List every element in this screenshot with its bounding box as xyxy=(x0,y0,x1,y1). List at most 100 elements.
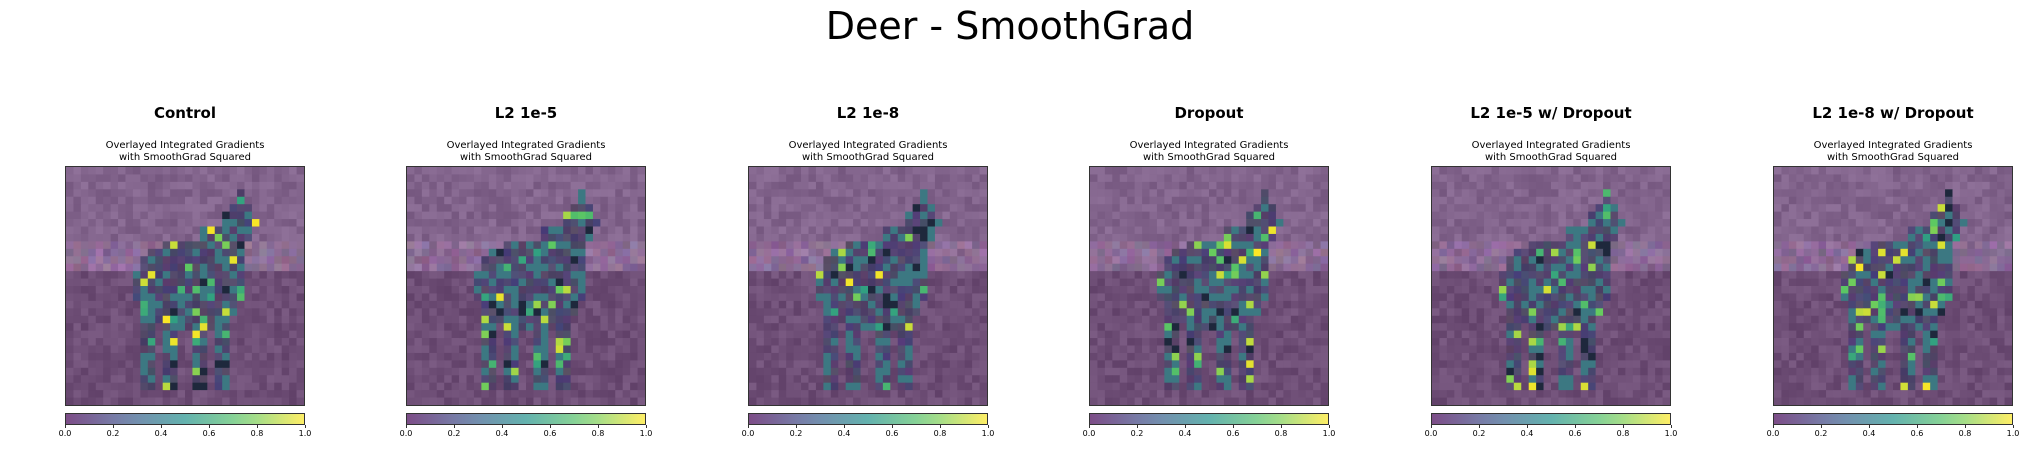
heatmap-cell xyxy=(540,352,549,361)
heatmap-cell xyxy=(73,367,82,376)
heatmap-cell xyxy=(185,189,193,198)
heatmap-cell xyxy=(1640,189,1649,198)
heatmap-cell xyxy=(140,367,149,376)
heatmap-cell xyxy=(570,196,579,205)
heatmap-cell xyxy=(949,300,958,309)
heatmap-cell xyxy=(615,233,624,242)
heatmap-cell xyxy=(749,390,757,398)
heatmap-cell xyxy=(140,189,149,198)
heatmap-cell xyxy=(823,226,832,235)
heatmap-cell xyxy=(1194,308,1202,317)
heatmap-cell xyxy=(155,241,164,250)
heatmap-cell xyxy=(207,338,216,346)
heatmap-cell xyxy=(526,293,534,302)
heatmap-cell xyxy=(1290,308,1299,317)
heatmap-cell xyxy=(481,226,490,235)
heatmap-cell xyxy=(1446,219,1455,227)
heatmap-cell xyxy=(251,278,260,287)
heatmap-cell xyxy=(1268,196,1277,205)
heatmap-cell xyxy=(177,345,186,354)
heatmap-cell xyxy=(1290,330,1299,339)
heatmap-cell xyxy=(73,278,82,287)
heatmap-cell xyxy=(414,248,423,257)
heatmap-cell xyxy=(421,226,430,235)
heatmap-cell xyxy=(1268,360,1277,369)
heatmap-cell xyxy=(451,300,460,309)
heatmap-cell xyxy=(563,278,572,287)
heatmap-cell xyxy=(192,219,201,227)
heatmap-cell xyxy=(281,330,290,339)
heatmap-cell xyxy=(555,330,564,339)
heatmap-cell xyxy=(972,167,980,175)
heatmap-cell xyxy=(771,375,780,384)
heatmap-cell xyxy=(875,219,884,227)
heatmap-cell xyxy=(266,308,275,317)
heatmap-cell xyxy=(1506,189,1515,198)
heatmap-cell xyxy=(1171,248,1180,257)
heatmap-cell xyxy=(207,308,216,317)
heatmap-cell xyxy=(444,308,453,317)
heatmap-cell xyxy=(853,397,861,405)
heatmap-cell xyxy=(296,233,304,242)
heatmap-cell xyxy=(1171,308,1180,317)
heatmap-cell xyxy=(289,308,297,317)
heatmap-cell xyxy=(1655,323,1663,332)
heatmap-cell xyxy=(192,300,201,309)
heatmap-cell xyxy=(637,293,645,302)
heatmap-cell xyxy=(912,167,921,175)
heatmap-cell xyxy=(927,367,936,376)
heatmap-cell xyxy=(1573,263,1582,272)
heatmap-cell xyxy=(934,375,943,384)
heatmap-cell xyxy=(1253,315,1262,324)
heatmap-cell xyxy=(630,323,638,332)
heatmap-cell xyxy=(1632,345,1641,354)
heatmap-cell xyxy=(466,390,475,398)
heatmap-cell xyxy=(1156,397,1165,405)
heatmap-cell xyxy=(1194,375,1202,384)
heatmap-cell xyxy=(1112,367,1121,376)
heatmap-cell xyxy=(600,219,609,227)
heatmap-cell xyxy=(281,390,290,398)
heatmap-cell xyxy=(1498,308,1507,317)
heatmap-cell xyxy=(1238,323,1247,332)
heatmap-cell xyxy=(1283,174,1292,183)
heatmap-cell xyxy=(853,271,861,279)
heatmap-cell xyxy=(868,315,876,324)
heatmap-cell xyxy=(964,211,973,220)
heatmap-cell xyxy=(214,278,223,287)
heatmap-cell xyxy=(229,286,238,294)
heatmap-cell xyxy=(1275,196,1284,205)
heatmap-cell xyxy=(1573,233,1582,242)
heatmap-cell xyxy=(1513,330,1522,339)
heatmap-cell xyxy=(1491,233,1500,242)
heatmap-cell xyxy=(1640,338,1649,346)
heatmap-cell xyxy=(259,286,268,294)
heatmap-cell xyxy=(1647,286,1656,294)
heatmap-cell xyxy=(229,352,238,361)
heatmap-cell xyxy=(511,211,519,220)
heatmap-cell xyxy=(1513,278,1522,287)
heatmap-cell xyxy=(1662,167,1670,175)
heatmap-cell xyxy=(110,375,119,384)
heatmap-cell xyxy=(1216,189,1225,198)
heatmap-cell xyxy=(222,248,231,257)
heatmap-cell xyxy=(868,256,876,265)
heatmap-cell xyxy=(518,248,527,257)
heatmap-cell xyxy=(801,204,809,213)
heatmap-cell xyxy=(793,226,802,235)
heatmap-cell xyxy=(1491,174,1500,183)
heatmap-cell xyxy=(1209,263,1217,272)
heatmap-cell xyxy=(407,345,415,354)
heatmap-cell xyxy=(1164,204,1173,213)
heatmap-cell xyxy=(1119,204,1128,213)
heatmap-cell xyxy=(444,233,453,242)
heatmap-cell xyxy=(1595,308,1604,317)
heatmap-cell xyxy=(132,219,141,227)
heatmap-cell xyxy=(771,315,780,324)
heatmap-cell xyxy=(1201,189,1210,198)
heatmap-cell xyxy=(251,315,260,324)
heatmap-cell xyxy=(801,271,809,279)
heatmap-cell xyxy=(244,196,253,205)
heatmap-cell xyxy=(1223,300,1232,309)
heatmap-cell xyxy=(853,375,861,384)
